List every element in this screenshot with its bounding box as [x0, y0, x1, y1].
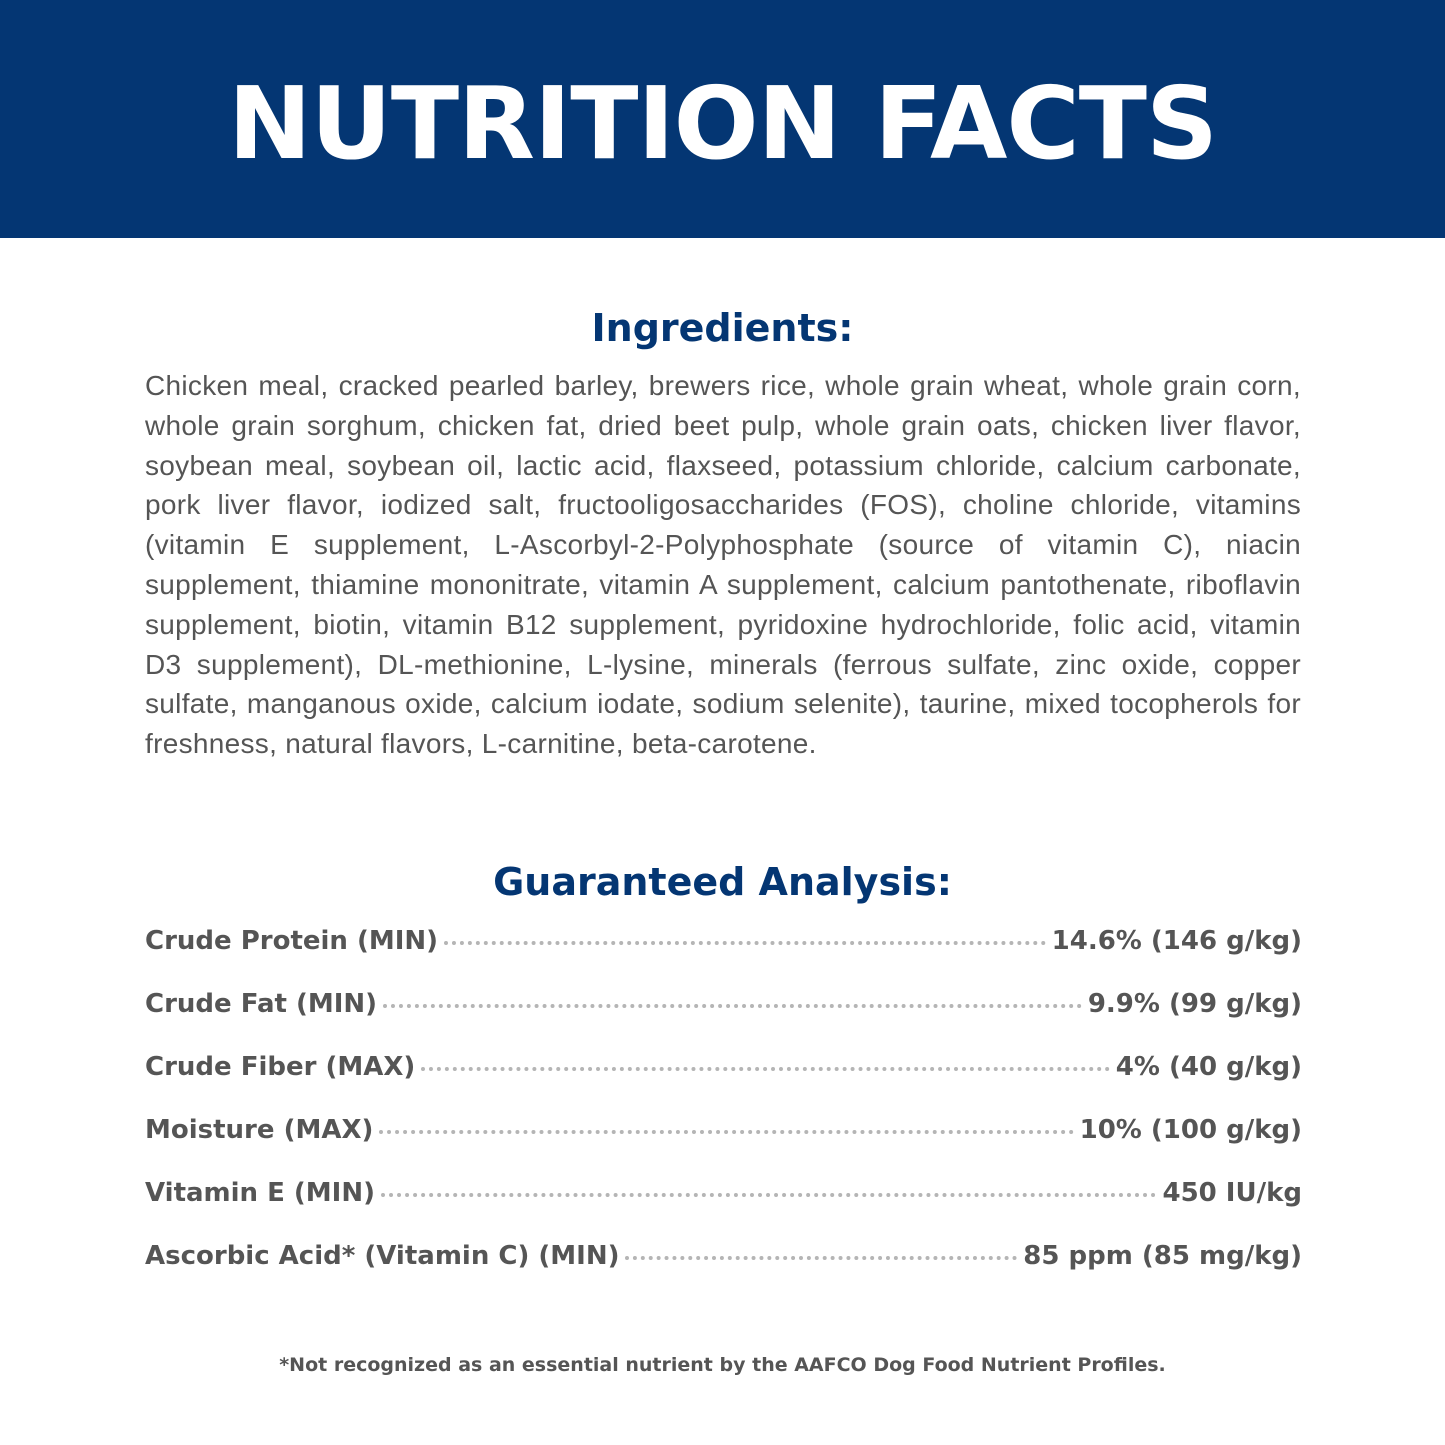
nutrient-label: Crude Fat (MIN)	[145, 989, 378, 1019]
nutrient-label: Ascorbic Acid* (Vitamin C) (MIN)	[145, 1241, 620, 1271]
nutrient-value: 4% (40 g/kg)	[1115, 1052, 1302, 1082]
ingredients-text: Chicken meal, cracked pearled barley, br…	[145, 370, 1301, 760]
nutrient-value: 14.6% (146 g/kg)	[1051, 926, 1302, 956]
nutrient-label: Vitamin E (MIN)	[145, 1178, 376, 1208]
dot-leader	[421, 1067, 1110, 1071]
dot-leader	[379, 1130, 1074, 1134]
analysis-row: Crude Fiber (MAX) 4% (40 g/kg)	[145, 1052, 1302, 1115]
analysis-row: Crude Fat (MIN) 9.9% (99 g/kg)	[145, 989, 1302, 1052]
footnote: *Not recognized as an essential nutrient…	[279, 1354, 1166, 1376]
guaranteed-analysis-heading: Guaranteed Analysis:	[493, 860, 952, 904]
dot-leader	[383, 1004, 1082, 1008]
analysis-row: Ascorbic Acid* (Vitamin C) (MIN) 85 ppm (…	[145, 1241, 1302, 1304]
ingredients-heading: Ingredients:	[591, 306, 854, 350]
nutrient-label: Moisture (MAX)	[145, 1115, 374, 1145]
nutrient-label: Crude Protein (MIN)	[145, 926, 439, 956]
nutrient-value: 10% (100 g/kg)	[1079, 1115, 1302, 1145]
title-banner: NUTRITION FACTS	[0, 0, 1445, 238]
dot-leader	[444, 941, 1046, 945]
analysis-row: Moisture (MAX) 10% (100 g/kg)	[145, 1115, 1302, 1178]
nutrient-label: Crude Fiber (MAX)	[145, 1052, 416, 1082]
dot-leader	[381, 1193, 1157, 1197]
page-title: NUTRITION FACTS	[227, 64, 1218, 182]
analysis-row: Vitamin E (MIN) 450 IU/kg	[145, 1178, 1302, 1241]
dot-leader	[625, 1256, 1018, 1260]
nutrient-value: 85 ppm (85 mg/kg)	[1023, 1241, 1302, 1271]
analysis-row: Crude Protein (MIN) 14.6% (146 g/kg)	[145, 926, 1302, 989]
nutrient-value: 450 IU/kg	[1162, 1178, 1302, 1208]
nutrient-value: 9.9% (99 g/kg)	[1087, 989, 1302, 1019]
analysis-table: Crude Protein (MIN) 14.6% (146 g/kg) Crud…	[145, 926, 1302, 1304]
